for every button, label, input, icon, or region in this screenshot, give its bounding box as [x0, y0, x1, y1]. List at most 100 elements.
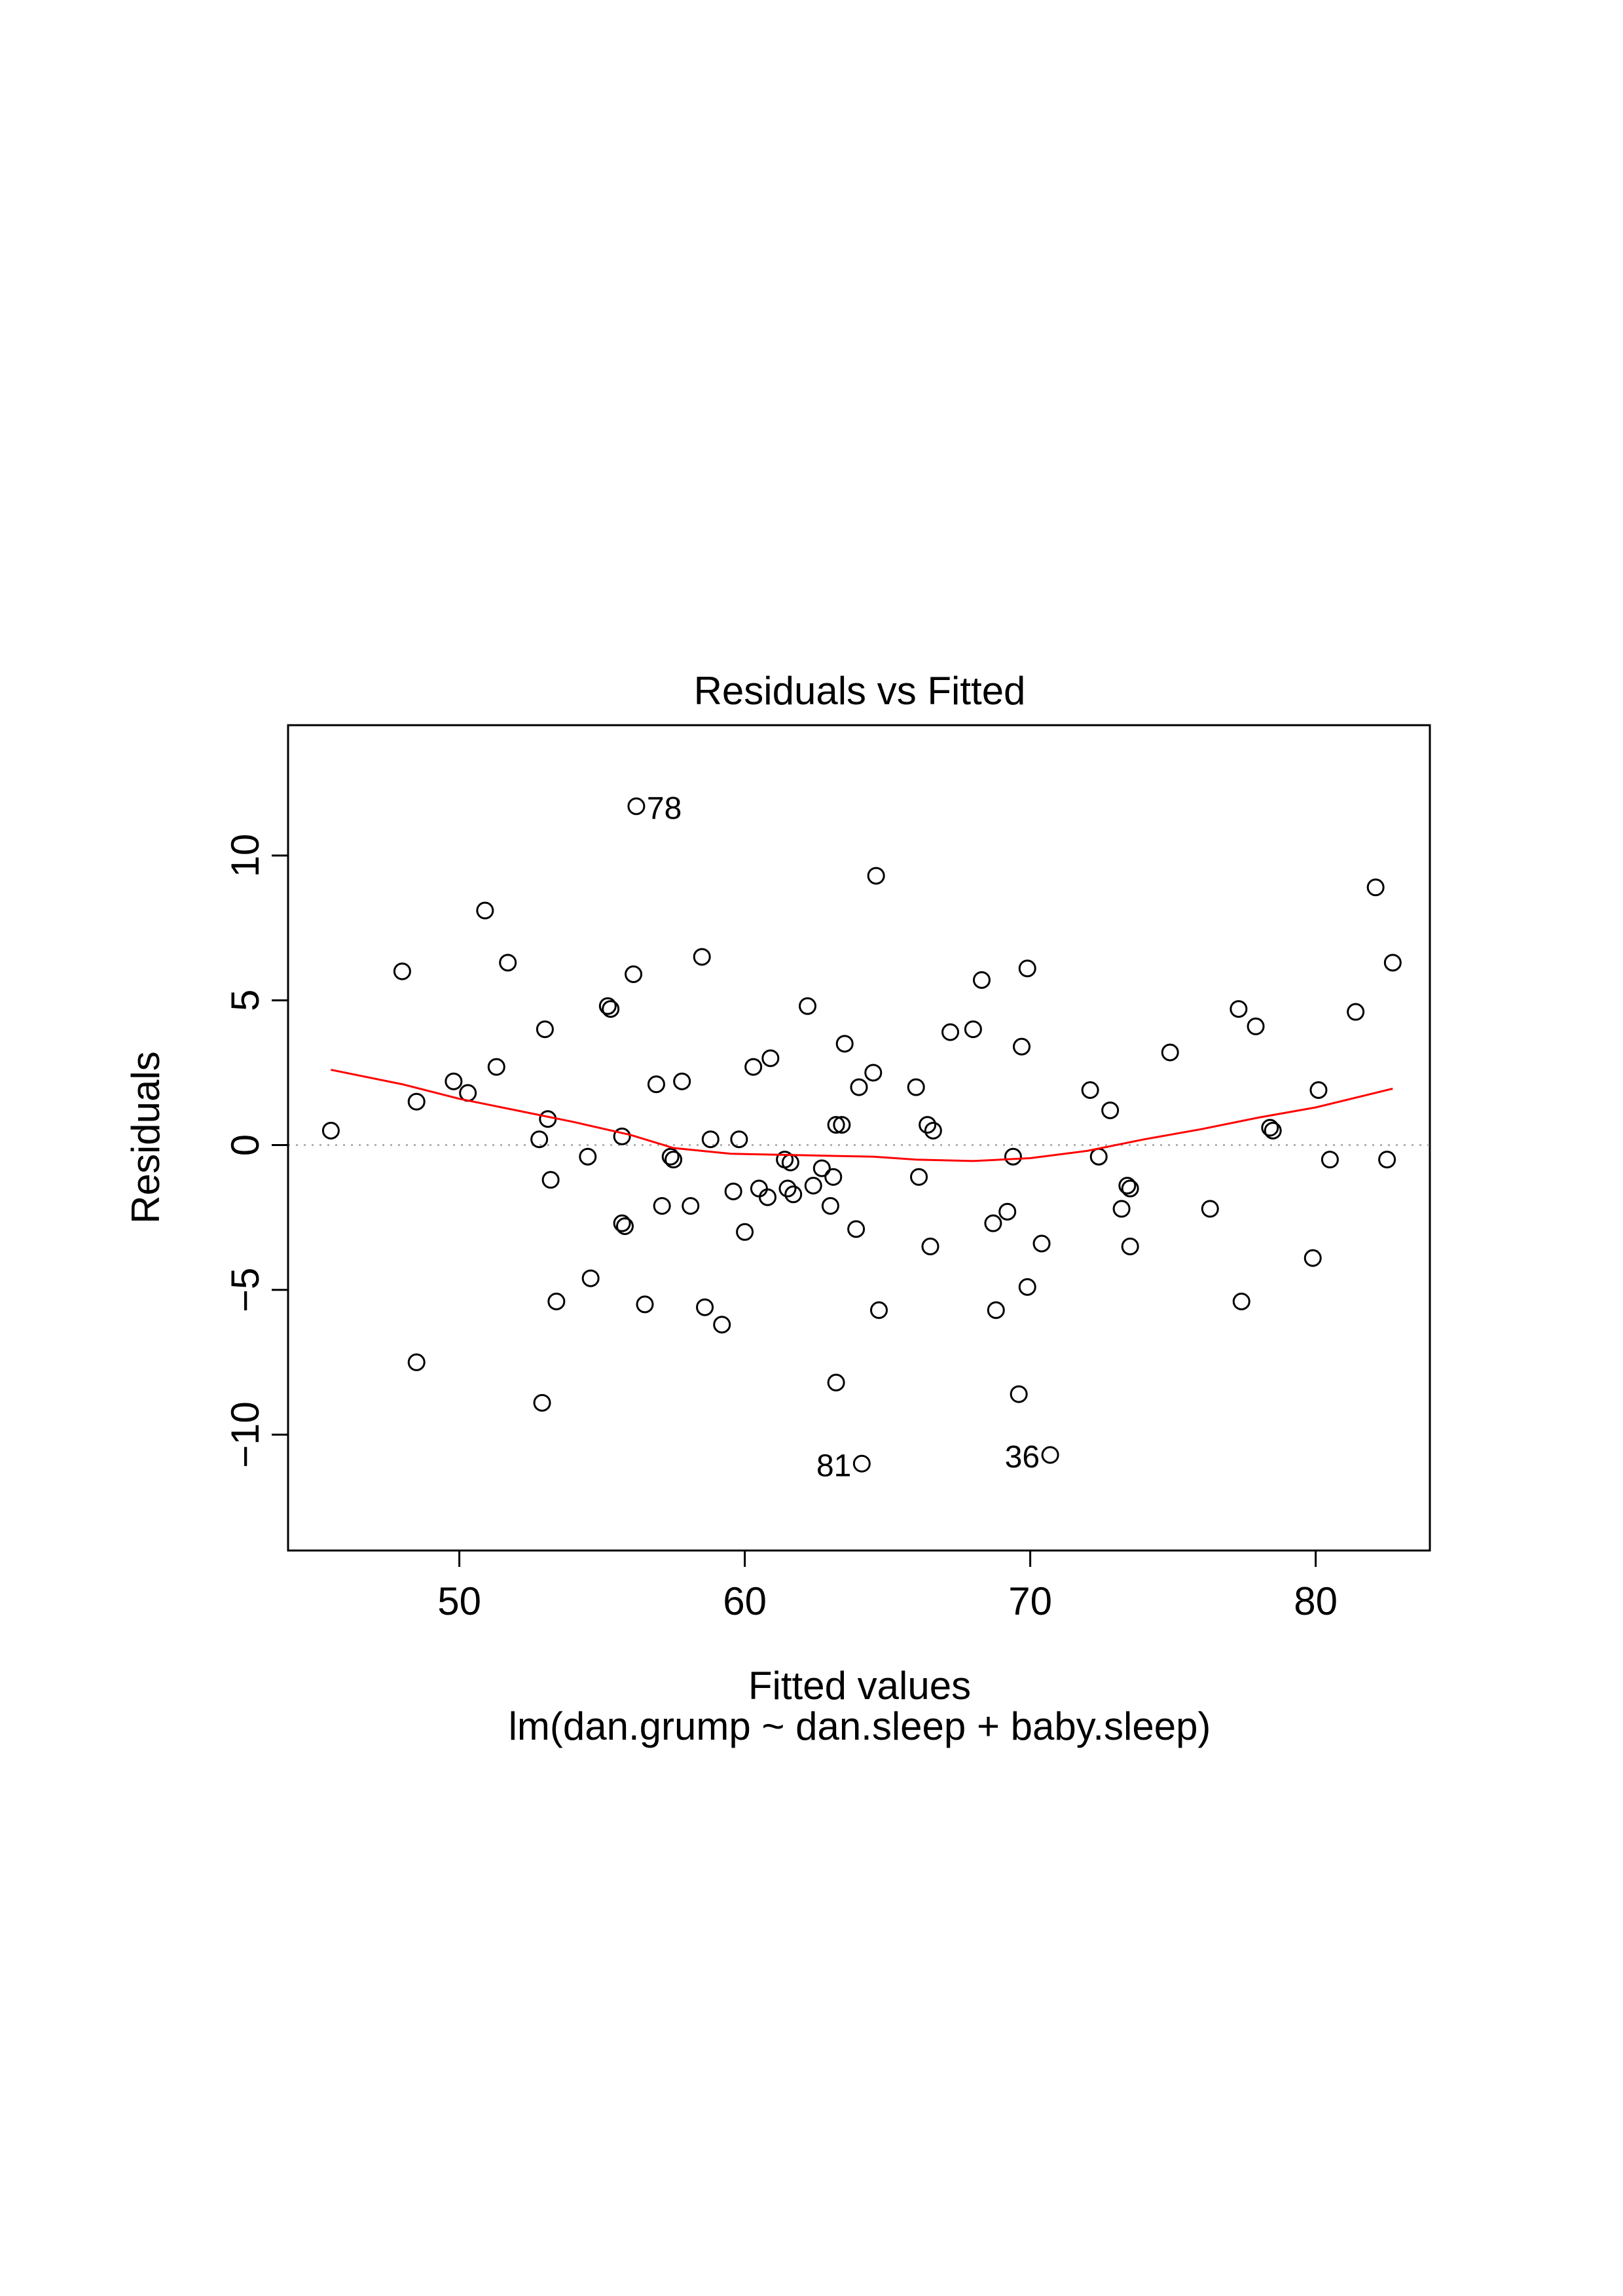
data-point: [1304, 1249, 1322, 1267]
data-point: [625, 965, 643, 984]
y-tick-label: −10: [223, 1401, 267, 1468]
data-point: [730, 1130, 748, 1149]
data-point: [778, 1179, 797, 1198]
data-point: [827, 1373, 845, 1391]
data-point: [781, 1153, 799, 1172]
data-point: [1347, 1003, 1365, 1021]
plot-frame: [287, 724, 1431, 1552]
data-point: [804, 1177, 822, 1195]
data-point: [824, 1168, 843, 1186]
data-point: [636, 1295, 654, 1314]
x-tick-label: 80: [1294, 1579, 1338, 1623]
x-tick-label: 70: [1008, 1579, 1052, 1623]
x-tick-label: 60: [723, 1579, 767, 1623]
data-point: [921, 1237, 939, 1255]
data-point: [1201, 1200, 1219, 1218]
data-point: [393, 962, 411, 980]
data-point: [533, 1393, 551, 1412]
data-point: [661, 1147, 680, 1166]
data-point: [724, 1182, 742, 1200]
chart-title: Residuals vs Fitted: [694, 669, 1026, 713]
data-point: [1010, 1385, 1028, 1403]
data-point: [852, 1454, 871, 1473]
x-tick-label: 50: [437, 1579, 481, 1623]
data-point: [941, 1023, 960, 1041]
data-point: [1101, 1101, 1120, 1119]
data-point: [1247, 1017, 1265, 1035]
data-point: [964, 1020, 982, 1039]
data-point: [713, 1316, 731, 1334]
data-point: [1309, 1081, 1328, 1099]
data-point: [1378, 1151, 1396, 1169]
data-point: [907, 1078, 925, 1096]
data-point: [867, 867, 885, 885]
data-point: [581, 1269, 600, 1287]
data-point: [736, 1223, 754, 1241]
data-point: [547, 1292, 566, 1310]
smoothed-trend-line: [331, 1069, 1393, 1162]
data-point: [924, 1121, 942, 1139]
data-point: [833, 1116, 851, 1134]
point-annotation-label: 36: [1005, 1440, 1040, 1475]
data-point: [1161, 1043, 1179, 1062]
data-point: [744, 1058, 763, 1076]
data-points: [321, 797, 1402, 1473]
data-point: [1018, 1278, 1036, 1296]
data-point: [850, 1078, 868, 1096]
data-point: [407, 1353, 426, 1371]
data-point: [1112, 1200, 1131, 1218]
data-point: [673, 1072, 691, 1090]
data-point: [998, 1202, 1017, 1221]
data-point: [696, 1298, 714, 1316]
data-point: [499, 954, 517, 972]
data-point: [1004, 1147, 1022, 1166]
data-point: [1013, 1037, 1031, 1056]
data-point: [665, 1151, 683, 1169]
data-point: [1089, 1147, 1108, 1166]
data-point: [1264, 1121, 1282, 1139]
data-point: [1383, 954, 1402, 972]
data-point: [682, 1196, 700, 1215]
y-tick-label: 0: [223, 1134, 267, 1156]
data-point: [321, 1121, 340, 1139]
y-axis: −10 −5 0 5 10: [223, 834, 289, 1468]
data-point: [693, 948, 711, 966]
data-point: [598, 997, 617, 1015]
data-point: [1366, 878, 1385, 897]
data-point: [541, 1171, 560, 1189]
data-point: [1121, 1237, 1139, 1255]
data-point: [827, 1116, 845, 1134]
data-point: [984, 1214, 1002, 1232]
y-tick-label: −5: [223, 1268, 267, 1312]
data-point: [864, 1064, 883, 1082]
data-point: [870, 1301, 888, 1319]
data-point: [821, 1196, 839, 1215]
x-axis-label: Fitted values: [748, 1664, 971, 1708]
y-tick-label: 10: [223, 834, 267, 878]
data-point: [613, 1214, 631, 1232]
data-point: [761, 1049, 780, 1067]
y-tick-label: 5: [223, 990, 267, 1011]
data-point: [847, 1220, 866, 1238]
data-point: [647, 1075, 665, 1094]
data-point: [701, 1130, 720, 1149]
chart-subtitle: lm(dan.grump ~ dan.sleep + baby.sleep): [509, 1704, 1211, 1748]
x-axis: 50 60 70 80: [437, 1549, 1338, 1623]
data-point: [1232, 1292, 1250, 1310]
point-annotations: 78 81 36: [647, 791, 1040, 1483]
data-point: [539, 1110, 557, 1128]
data-point: [579, 1147, 597, 1166]
data-point: [1230, 1000, 1248, 1018]
data-point: [799, 997, 817, 1015]
data-point: [1261, 1119, 1279, 1137]
data-point: [972, 971, 991, 989]
data-point: [487, 1058, 505, 1076]
data-point: [910, 1168, 928, 1186]
data-point: [1118, 1177, 1137, 1195]
data-point: [1121, 1179, 1139, 1198]
data-point: [1032, 1234, 1051, 1253]
data-point: [758, 1188, 776, 1206]
data-point: [445, 1072, 463, 1090]
data-point: [919, 1116, 937, 1134]
